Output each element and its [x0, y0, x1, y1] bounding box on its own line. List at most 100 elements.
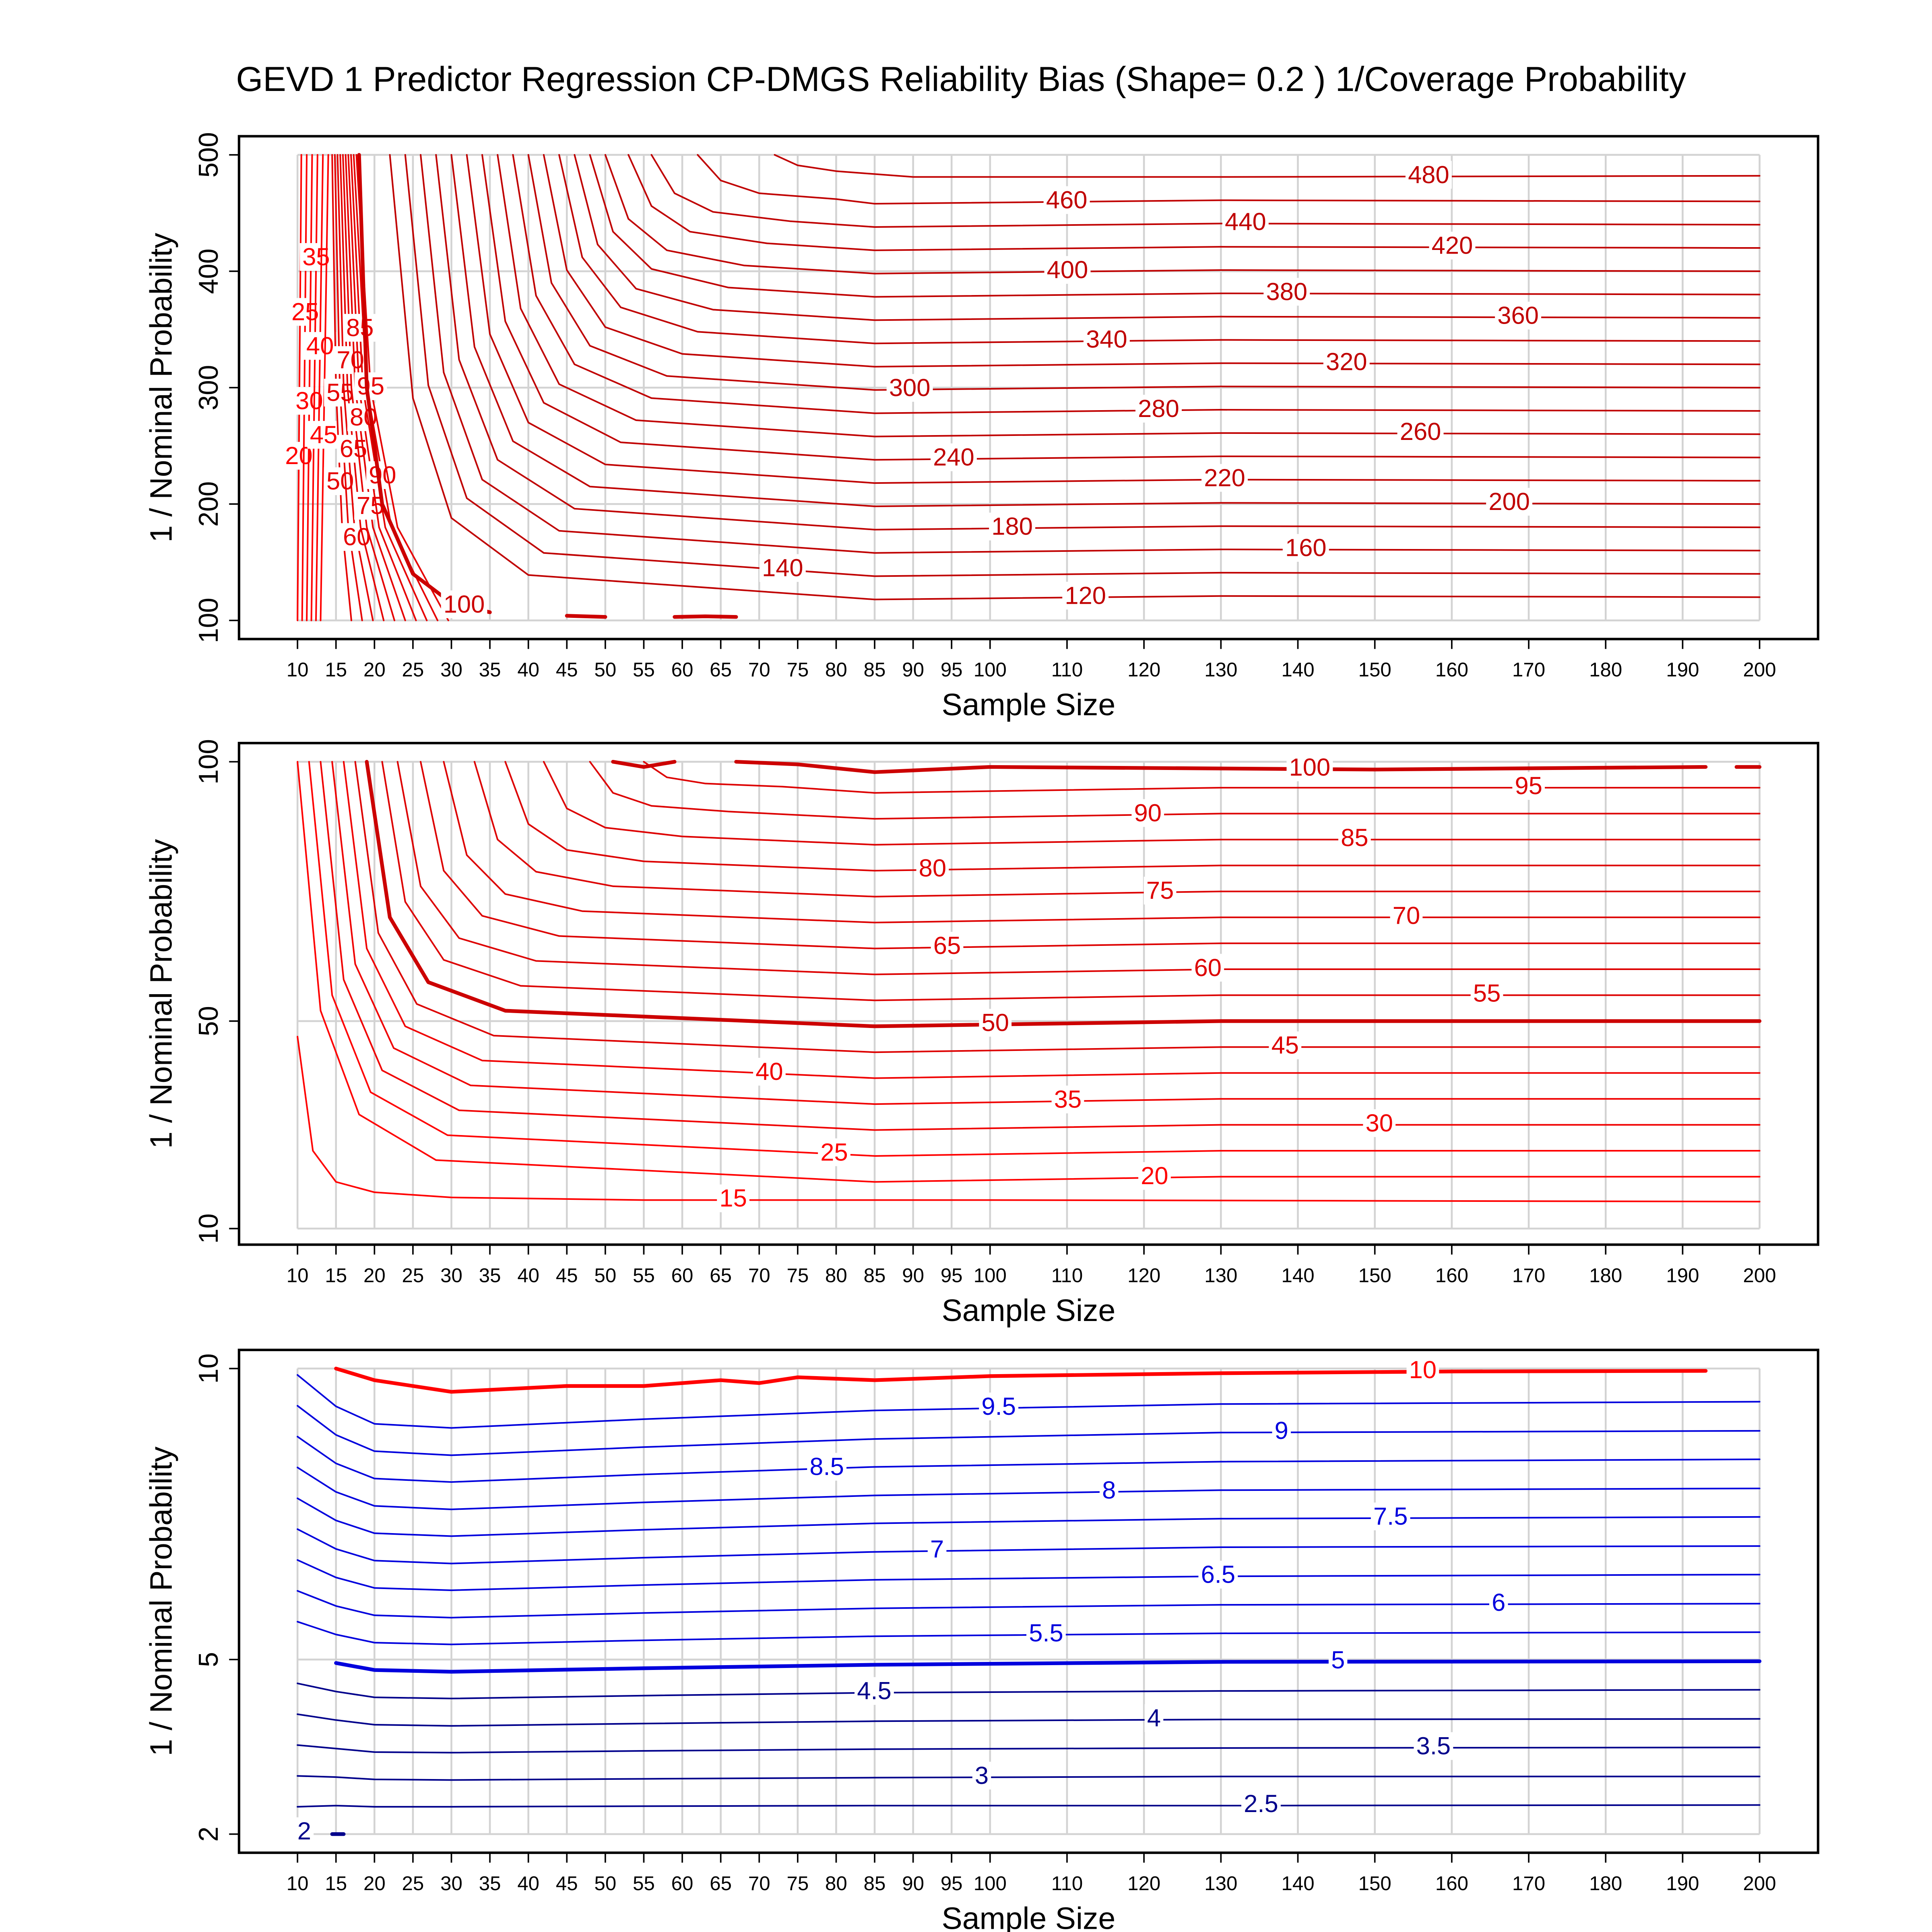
contour-label-bg [1062, 582, 1109, 610]
x-tick-label: 15 [325, 1264, 347, 1286]
x-tick-label: 15 [325, 1872, 347, 1895]
contour-label-bg [1363, 1109, 1396, 1137]
contour-line [589, 154, 1761, 298]
contour-label-bg [1323, 348, 1370, 376]
x-tick-label: 65 [710, 1872, 732, 1895]
contour-label-bg [753, 1058, 786, 1086]
x-tick-label: 25 [402, 1264, 424, 1286]
x-tick-label: 200 [1743, 1264, 1776, 1286]
contour-label-bg [1429, 231, 1476, 260]
x-tick-label: 35 [479, 1264, 501, 1286]
contour-label-bg [759, 554, 806, 582]
x-tick-label: 150 [1358, 1872, 1391, 1895]
contour-label-bg [1083, 325, 1130, 353]
contour-label: 8.5 [809, 1453, 844, 1481]
contour-label-bg [1144, 877, 1177, 905]
contour-line [604, 154, 1761, 275]
x-tick-label: 70 [748, 659, 770, 681]
contour-label: 85 [346, 314, 374, 342]
contour-label: 95 [357, 372, 384, 400]
x-tick-label: 35 [479, 659, 501, 681]
contour-label: 180 [991, 513, 1033, 541]
contour-line [443, 761, 1761, 924]
y-tick-label: 100 [194, 739, 224, 784]
contour-label: 65 [933, 932, 961, 960]
x-tick-label: 70 [748, 1264, 770, 1286]
contour-label-bg [1470, 979, 1503, 1007]
contour-label: 55 [1473, 980, 1501, 1007]
contour-label-bg [307, 421, 340, 449]
contour-label: 400 [1047, 256, 1088, 284]
x-tick-label: 50 [594, 659, 617, 681]
contour-label: 140 [762, 554, 803, 582]
contour-line [420, 761, 1761, 949]
contour-line [297, 1436, 1761, 1483]
x-tick-label: 45 [556, 1872, 578, 1895]
contour-line [512, 154, 1761, 414]
contour-label: 90 [1134, 799, 1162, 827]
contour-label-bg [1138, 1162, 1171, 1190]
x-tick-label: 140 [1281, 659, 1314, 681]
x-tick-label: 40 [517, 659, 539, 681]
contour-line [611, 760, 1762, 774]
x-tick-label: 180 [1589, 1872, 1622, 1895]
x-tick-label: 160 [1435, 659, 1468, 681]
x-tick-label: 130 [1204, 1264, 1237, 1286]
contour-line [297, 1036, 1761, 1203]
contour-label-bg [1144, 1704, 1164, 1732]
contour-line [297, 1621, 1761, 1645]
contour-line [345, 154, 406, 621]
contour-line [350, 154, 428, 621]
x-tick-label: 10 [287, 1264, 309, 1286]
contour-line [334, 1366, 1708, 1394]
x-tick-label: 80 [825, 1264, 847, 1286]
contour-line [543, 154, 1761, 368]
x-tick-label: 100 [974, 1872, 1007, 1895]
contour-label: 95 [1515, 772, 1542, 800]
contour-label-bg [354, 372, 387, 400]
x-tick-label: 130 [1204, 1872, 1237, 1895]
x-tick-label: 90 [902, 1872, 924, 1895]
contour-label-bg [1044, 256, 1091, 284]
contour-line [365, 760, 1762, 1028]
contour-line [435, 154, 1761, 530]
contour-label-bg [1286, 753, 1333, 782]
x-tick-label: 75 [786, 659, 809, 681]
contour-label: 25 [820, 1138, 848, 1166]
x-tick-label: 140 [1281, 1872, 1314, 1895]
contour-label-bg [979, 1392, 1019, 1420]
contour-label: 6 [1492, 1589, 1505, 1616]
contour-label-bg [1495, 301, 1542, 330]
x-tick-label: 130 [1204, 659, 1237, 681]
contour-label-bg [366, 461, 399, 489]
x-tick-label: 25 [402, 1872, 424, 1895]
contour-label: 50 [982, 1009, 1009, 1037]
contour-label: 30 [1366, 1109, 1393, 1137]
chart-title: GEVD 1 Predictor Regression CP-DMGS Reli… [236, 60, 1686, 99]
plot-frame [237, 1348, 1819, 1854]
contour-line [473, 761, 1761, 898]
x-tick-label: 40 [517, 1264, 539, 1286]
contour-line [354, 761, 1761, 1053]
x-tick-label: 55 [633, 659, 655, 681]
contour-label-bg [1328, 1646, 1348, 1674]
contour-label-bg [1222, 208, 1269, 236]
contour-label: 7.5 [1373, 1503, 1408, 1530]
y-tick-label: 50 [194, 1006, 224, 1036]
contour-label: 85 [1341, 824, 1368, 852]
contour-line [481, 154, 1761, 461]
contour-line [297, 1466, 1761, 1510]
x-tick-label: 90 [902, 659, 924, 681]
contour-label: 200 [1488, 488, 1530, 516]
contour-line [342, 154, 396, 621]
contour-line [343, 761, 1761, 1079]
contour-line [697, 154, 1761, 205]
contour-line [297, 1528, 1761, 1565]
x-tick-label: 75 [786, 1264, 809, 1286]
contour-line [347, 154, 417, 621]
x-tick-label: 45 [556, 659, 578, 681]
y-tick-label: 200 [194, 481, 224, 527]
contour-label: 90 [369, 461, 396, 489]
